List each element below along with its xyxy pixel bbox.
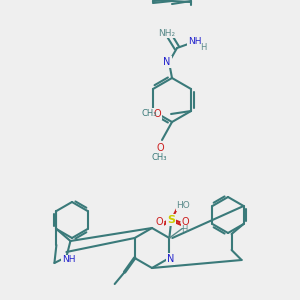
Text: NH: NH [188,37,202,46]
Text: O: O [155,217,163,227]
Text: NH₂: NH₂ [158,28,176,38]
Text: O: O [156,143,164,153]
Text: N: N [167,254,174,264]
Text: O: O [182,217,189,227]
Text: NH: NH [62,256,75,265]
Text: H: H [200,44,206,52]
Text: O: O [153,109,161,119]
Text: HO: HO [176,202,190,211]
Text: N: N [163,57,171,67]
Text: H: H [181,226,188,235]
Text: S: S [167,215,175,225]
Text: CH₃: CH₃ [141,110,157,118]
Text: CH₃: CH₃ [151,154,167,163]
